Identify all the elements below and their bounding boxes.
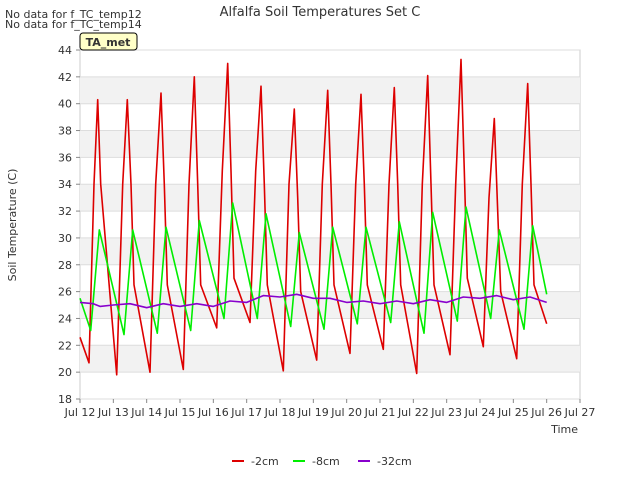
grid-band (80, 345, 580, 373)
y-tick-label: 32 (58, 205, 72, 218)
y-tick-label: 40 (58, 98, 72, 111)
y-tick-label: 28 (58, 259, 72, 272)
legend-label: -32cm (377, 455, 412, 468)
x-tick-label: Jul 26 (530, 406, 562, 419)
plot-area: 18 20 22 24 26 28 30 32 34 36 38 40 42 44 Jul 12 Jul 13… (58, 44, 595, 419)
no-data-note-2: No data for f_TC_temp14 (5, 18, 142, 31)
no-data-note-1: No data for f_TC_temp12 (5, 8, 142, 21)
y-tick-label: 34 (58, 178, 72, 191)
x-tick-label: Jul 25 (497, 406, 529, 419)
x-tick-label: Jul 27 (564, 406, 596, 419)
x-tick-label: Jul 12 (64, 406, 96, 419)
y-tick-label: 30 (58, 232, 72, 245)
x-tick-label: Jul 24 (464, 406, 496, 419)
x-tick-label: Jul 18 (264, 406, 296, 419)
y-tick-label: 42 (58, 71, 72, 84)
x-tick-label: Jul 19 (297, 406, 329, 419)
x-tick-label: Jul 14 (130, 406, 162, 419)
legend-label: -2cm (251, 455, 279, 468)
y-tick-label: 38 (58, 125, 72, 138)
y-tick-label: 44 (58, 44, 72, 57)
y-tick-label: 36 (58, 151, 72, 164)
series-line-2cm (79, 58, 548, 376)
y-tick-label: 24 (58, 312, 72, 325)
x-tick-label: Jul 16 (197, 406, 229, 419)
y-tick-label: 26 (58, 286, 72, 299)
x-tick-label: Jul 22 (397, 406, 429, 419)
x-tick-label: Jul 21 (364, 406, 396, 419)
chart-title: Alfalfa Soil Temperatures Set C (220, 5, 421, 20)
badge-box (79, 32, 138, 51)
x-tick-label: Jul 13 (97, 406, 129, 419)
y-tick-label: 22 (58, 339, 72, 352)
grid-band (80, 76, 580, 104)
legend-label: -8cm (312, 455, 340, 468)
x-tick-label: Jul 20 (330, 406, 362, 419)
y-tick-label: 20 (58, 366, 72, 379)
y-axis-label: Soil Temperature (C) (6, 169, 19, 282)
series-line-32cm (79, 293, 547, 309)
x-axis-label: Time (550, 423, 578, 436)
y-tick-label: 18 (58, 393, 72, 406)
badge-label: TA_met (86, 36, 131, 49)
x-tick-label: Jul 17 (230, 406, 262, 419)
x-tick-label: Jul 15 (164, 406, 196, 419)
legend: -2cm -8cm -32cm (232, 455, 412, 468)
series-line-8cm (79, 202, 548, 336)
x-tick-label: Jul 23 (430, 406, 462, 419)
badge: TA_met (79, 32, 138, 51)
plot-background (79, 49, 581, 400)
